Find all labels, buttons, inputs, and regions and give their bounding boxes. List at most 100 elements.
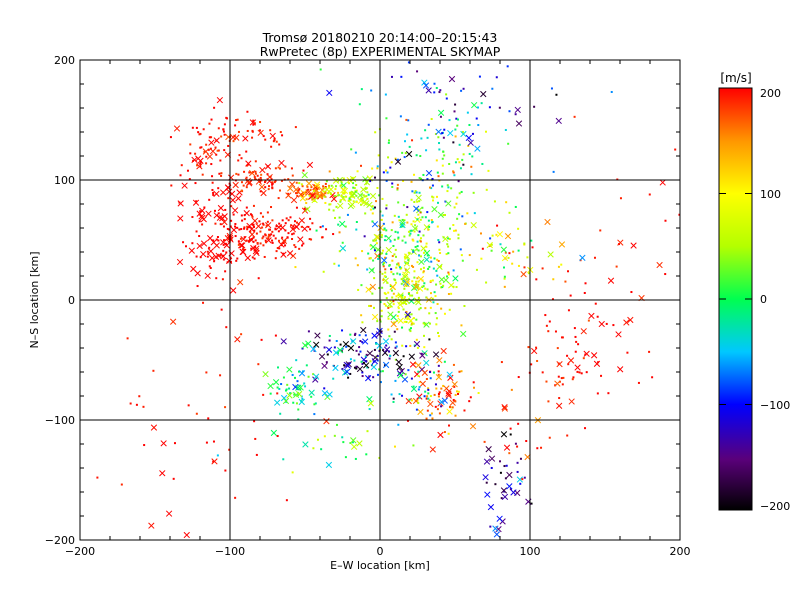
scatter-point-dot (356, 264, 359, 267)
scatter-point-dot (548, 320, 551, 323)
scatter-point-dot (222, 258, 225, 261)
scatter-point-dot (390, 75, 393, 78)
scatter-point-dot (334, 188, 337, 191)
scatter-point-dot (385, 252, 388, 255)
scatter-point-dot (365, 187, 368, 190)
scatter-point-dot (512, 250, 515, 253)
scatter-point-dot (271, 183, 274, 186)
scatter-point-dot (152, 369, 155, 372)
scatter-point-dot (224, 469, 227, 472)
scatter-point-dot (367, 252, 370, 255)
scatter-point-dot (443, 431, 446, 434)
scatter-point-dot (405, 320, 408, 323)
scatter-point-dot (466, 212, 469, 215)
scatter-point-dot (294, 376, 297, 379)
scatter-point-dot (249, 171, 252, 174)
scatter-point-dot (277, 239, 280, 242)
scatter-point-dot (412, 250, 415, 253)
scatter-point-dot (394, 379, 397, 382)
scatter-point-dot (441, 132, 444, 135)
scatter-point-dot (396, 158, 399, 161)
scatter-point-dot (438, 248, 441, 251)
scatter-point-dot (377, 154, 380, 157)
scatter-point-cross (496, 515, 503, 522)
scatter-point-dot (381, 252, 384, 255)
scatter-point-dot (454, 135, 457, 138)
scatter-point-dot (284, 244, 287, 247)
scatter-point-dot (412, 444, 415, 447)
scatter-point-dot (182, 241, 185, 244)
scatter-point-dot (195, 412, 198, 415)
scatter-point-dot (427, 219, 430, 222)
scatter-point-cross (207, 248, 215, 255)
scatter-point-dot (419, 307, 422, 310)
scatter-point-dot (447, 271, 450, 274)
scatter-point-dot (461, 259, 464, 262)
scatter-point-dot (414, 190, 417, 193)
scatter-point-dot (462, 163, 465, 166)
scatter-point-dot (196, 164, 199, 167)
scatter-point-cross (402, 271, 409, 278)
scatter-point-dot (220, 172, 223, 175)
scatter-point-dot (444, 200, 447, 203)
scatter-point-dot (316, 195, 319, 198)
scatter-point-dot (186, 169, 189, 172)
scatter-point-dot (355, 228, 358, 231)
scatter-point-dot (410, 377, 413, 380)
scatter-point-dot (339, 343, 342, 346)
scatter-point-dot (585, 371, 588, 374)
scatter-point-dot (605, 322, 608, 325)
scatter-point-dot (381, 249, 384, 252)
scatter-point-dot (285, 499, 288, 502)
scatter-point-dot (525, 440, 528, 443)
scatter-point-cross (381, 349, 389, 356)
scatter-point-dot (408, 398, 411, 401)
scatter-point-cross (280, 338, 287, 345)
scatter-point-cross (349, 338, 357, 345)
scatter-point-cross (208, 139, 215, 146)
scatter-point-dot (254, 160, 257, 163)
scatter-point-dot (249, 230, 252, 233)
scatter-point-dot (415, 154, 418, 157)
scatter-point-dot (447, 186, 450, 189)
scatter-point-dot (428, 371, 431, 374)
scatter-point-dot (397, 262, 400, 265)
scatter-point-dot (473, 212, 476, 215)
scatter-point-dot (264, 138, 267, 141)
scatter-point-dot (385, 297, 388, 300)
scatter-point-dot (323, 195, 326, 198)
scatter-point-cross (403, 267, 411, 274)
scatter-point-cross (531, 347, 538, 355)
scatter-point-dot (205, 155, 208, 158)
scatter-point-dot (269, 392, 272, 395)
scatter-point-dot (259, 176, 262, 179)
scatter-point-dot (380, 315, 383, 318)
scatter-point-dot (637, 381, 640, 384)
scatter-point-dot (199, 132, 202, 135)
scatter-point-cross (397, 292, 404, 299)
scatter-point-dot (349, 333, 352, 336)
scatter-point-dot (267, 235, 270, 238)
scatter-point-dot (405, 118, 408, 121)
scatter-point-cross (360, 326, 367, 334)
scatter-point-cross (487, 503, 495, 511)
scatter-point-dot (237, 130, 240, 133)
scatter-point-dot (421, 206, 424, 209)
scatter-point-dot (381, 214, 384, 217)
scatter-point-dot (593, 256, 596, 259)
scatter-point-dot (545, 324, 548, 327)
scatter-point-dot (409, 229, 412, 232)
scatter-point-dot (349, 191, 352, 194)
scatter-point-cross (425, 87, 432, 94)
scatter-point-dot (438, 412, 441, 415)
scatter-point-dot (457, 233, 460, 236)
scatter-point-dot (381, 234, 384, 237)
scatter-point-dot (376, 167, 379, 170)
scatter-point-dot (485, 281, 488, 284)
scatter-point-dot (398, 393, 401, 396)
scatter-point-dot (437, 331, 440, 334)
scatter-point-cross (656, 261, 663, 269)
scatter-point-dot (329, 193, 332, 196)
scatter-point-dot (384, 271, 387, 274)
scatter-point-cross (260, 189, 267, 197)
